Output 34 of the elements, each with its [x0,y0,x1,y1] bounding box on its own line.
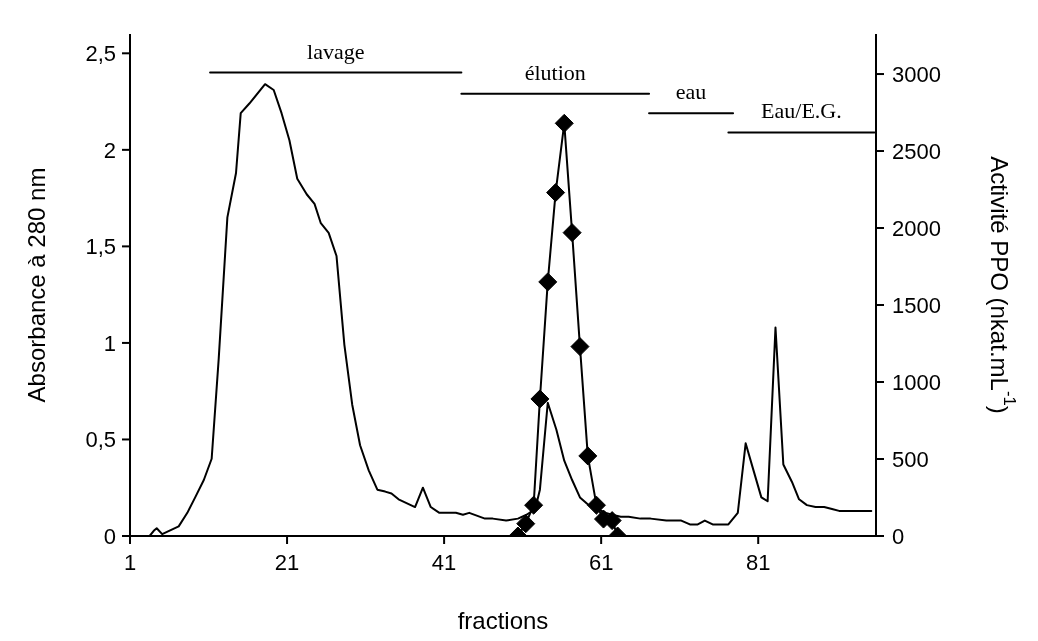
x-tick-label: 41 [431,549,457,575]
series-label: eau [675,79,707,105]
point [570,337,590,357]
x-tick-label: 81 [745,549,771,575]
series-label: Eau/E.G. [761,98,842,124]
y-tick-label: 0 [103,523,116,549]
point [554,113,574,133]
y2-tick-label: 0 [892,523,905,549]
series-label: lavage [307,38,365,64]
point [516,514,536,534]
point [562,223,582,243]
y-tick-label: 2,5 [85,41,116,67]
y2-tick-label: 2000 [892,215,941,241]
point [586,495,606,515]
y-tick-label: 0,5 [85,427,116,453]
y-tick-label: 1,5 [85,234,116,260]
point [538,272,558,292]
y-tick-label: 1 [103,330,116,356]
x-tick-label: 21 [274,549,300,575]
y-tick-label: 2 [103,137,116,163]
x-axis-title: fractions [457,607,549,634]
y2-tick-label: 500 [892,446,929,472]
y2-tick-label: 1000 [892,369,941,395]
y2-tick-label: 3000 [892,61,941,87]
y-axis-title: Absorbance à 280 nm [22,167,50,403]
point [546,183,566,203]
y2-tick-label: 2500 [892,138,941,164]
y2-tick-label: 1500 [892,292,941,318]
x-tick-label: 1 [123,549,137,575]
point [530,389,550,409]
point [578,446,598,466]
point [524,495,544,515]
series-label: élution [524,59,586,85]
x-tick-label: 61 [588,549,614,575]
